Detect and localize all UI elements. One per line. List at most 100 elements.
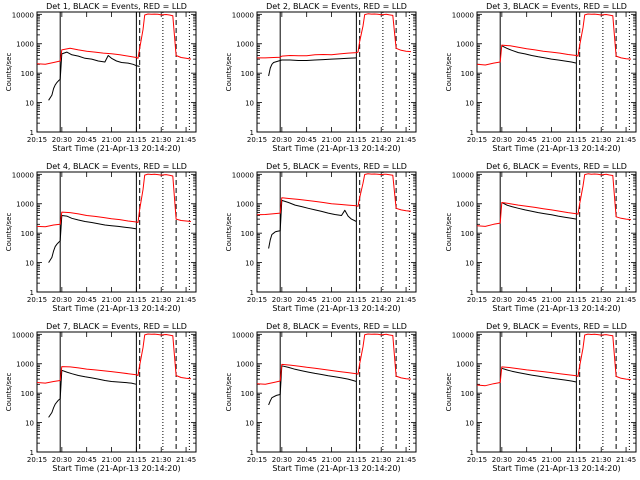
x-tick-label: 21:15 [126, 456, 146, 464]
y-tick-label: 1 [470, 289, 474, 297]
x-tick-label: 21:15 [126, 136, 146, 144]
x-axis-label: Start Time (21-Apr-13 20:14:20) [272, 144, 400, 153]
y-tick-label: 10000 [452, 331, 474, 339]
panel-title: Det 1, BLACK = Events, RED = LLD [46, 2, 187, 11]
x-tick-label: 21:00 [101, 296, 121, 304]
x-tick-label: 20:30 [272, 136, 292, 144]
y-tick-label: 1000 [456, 41, 474, 49]
x-tick-label: 21:00 [321, 136, 341, 144]
y-tick-label: 100 [21, 390, 34, 398]
plot-frame [256, 11, 417, 133]
x-tick-label: 20:30 [492, 296, 512, 304]
plot-frame [476, 11, 637, 133]
y-axis-label: Counts/sec [445, 213, 453, 252]
x-tick-label: 21:45 [396, 136, 416, 144]
y-axis-label: Counts/sec [225, 53, 233, 92]
x-tick-label: 21:45 [616, 296, 636, 304]
x-tick-label: 20:15 [467, 456, 487, 464]
x-tick-label: 20:15 [247, 456, 267, 464]
x-tick-label: 21:30 [151, 136, 171, 144]
y-tick-label: 10 [25, 260, 34, 268]
x-tick-label: 21:15 [346, 136, 366, 144]
x-tick-label: 21:15 [566, 296, 586, 304]
detector-panel-8: 1 10 100 1000 10000 20:15 20:30 20:45 21:00 21:15… [225, 322, 417, 473]
y-tick-label: 10 [465, 420, 474, 428]
y-axis-label: Counts/sec [5, 373, 13, 412]
detector-panel-6: 1 10 100 1000 10000 20:15 20:30 20:45 21:00 21:15… [445, 162, 637, 313]
plot-frame [476, 171, 637, 293]
y-tick-label: 1000 [16, 201, 34, 209]
x-tick-label: 21:15 [126, 296, 146, 304]
lld-series-line [256, 173, 412, 216]
x-tick-label: 20:45 [297, 456, 317, 464]
y-tick-label: 100 [21, 70, 34, 78]
y-tick-label: 1000 [236, 361, 254, 369]
y-tick-label: 10 [465, 100, 474, 108]
x-tick-label: 20:15 [467, 136, 487, 144]
y-tick-label: 10 [25, 420, 34, 428]
events-series-line [48, 369, 137, 418]
lld-series-line [476, 13, 632, 66]
y-tick-label: 10000 [12, 11, 34, 19]
x-tick-label: 20:30 [272, 296, 292, 304]
events-series-line [501, 202, 577, 220]
x-tick-label: 20:45 [517, 296, 537, 304]
panel-title: Det 5, BLACK = Events, RED = LLD [266, 162, 407, 171]
panel-title: Det 4, BLACK = Events, RED = LLD [46, 162, 187, 171]
x-tick-label: 21:45 [176, 136, 196, 144]
lld-series-line [476, 333, 632, 387]
x-tick-label: 21:00 [321, 296, 341, 304]
x-tick-label: 20:45 [77, 456, 97, 464]
y-axis-label: Counts/sec [5, 53, 13, 92]
y-tick-label: 10 [245, 100, 254, 108]
y-tick-label: 1000 [456, 201, 474, 209]
x-tick-label: 20:30 [52, 456, 72, 464]
x-tick-label: 21:15 [566, 456, 586, 464]
detector-panel-4: 1 10 100 1000 10000 20:15 20:30 20:45 21:00 21:15… [5, 162, 197, 313]
y-tick-label: 1 [470, 129, 474, 137]
y-tick-label: 1 [250, 289, 254, 297]
lld-series-line [476, 173, 632, 227]
y-tick-label: 1000 [16, 41, 34, 49]
x-tick-label: 21:30 [591, 136, 611, 144]
y-axis-label: Counts/sec [225, 373, 233, 412]
x-axis-label: Start Time (21-Apr-13 20:14:20) [52, 144, 180, 153]
events-series-line [501, 45, 577, 64]
x-tick-label: 20:30 [52, 136, 72, 144]
x-tick-label: 21:45 [616, 456, 636, 464]
y-tick-label: 1 [250, 449, 254, 457]
y-tick-label: 100 [241, 230, 254, 238]
y-tick-label: 10 [245, 420, 254, 428]
x-tick-label: 21:00 [321, 456, 341, 464]
x-tick-label: 20:45 [517, 456, 537, 464]
x-tick-label: 21:45 [176, 456, 196, 464]
x-tick-label: 20:30 [52, 296, 72, 304]
detector-panel-7: 1 10 100 1000 10000 20:15 20:30 20:45 21:00 21:15… [5, 322, 197, 473]
y-axis-label: Counts/sec [5, 213, 13, 252]
x-axis-label: Start Time (21-Apr-13 20:14:20) [272, 304, 400, 313]
y-tick-label: 1 [250, 129, 254, 137]
lld-series-line [36, 173, 192, 228]
events-series-line [501, 367, 577, 383]
y-tick-label: 10000 [232, 171, 254, 179]
events-series-line [268, 57, 357, 77]
x-axis-label: Start Time (21-Apr-13 20:14:20) [492, 464, 620, 473]
y-tick-label: 1000 [236, 201, 254, 209]
x-axis-label: Start Time (21-Apr-13 20:14:20) [52, 304, 180, 313]
y-tick-label: 10 [25, 100, 34, 108]
x-tick-label: 21:00 [541, 456, 561, 464]
x-tick-label: 21:45 [396, 296, 416, 304]
x-tick-label: 20:45 [297, 136, 317, 144]
x-tick-label: 21:30 [151, 456, 171, 464]
x-tick-label: 20:45 [517, 136, 537, 144]
x-tick-label: 20:30 [492, 456, 512, 464]
events-series-line [268, 365, 357, 406]
y-tick-label: 1 [30, 129, 34, 137]
detector-panel-5: 1 10 100 1000 10000 20:15 20:30 20:45 21:00 21:15… [225, 162, 417, 313]
y-tick-label: 10000 [232, 331, 254, 339]
x-tick-label: 21:15 [566, 136, 586, 144]
y-tick-label: 100 [461, 230, 474, 238]
x-tick-label: 20:45 [77, 136, 97, 144]
x-tick-label: 21:45 [616, 136, 636, 144]
